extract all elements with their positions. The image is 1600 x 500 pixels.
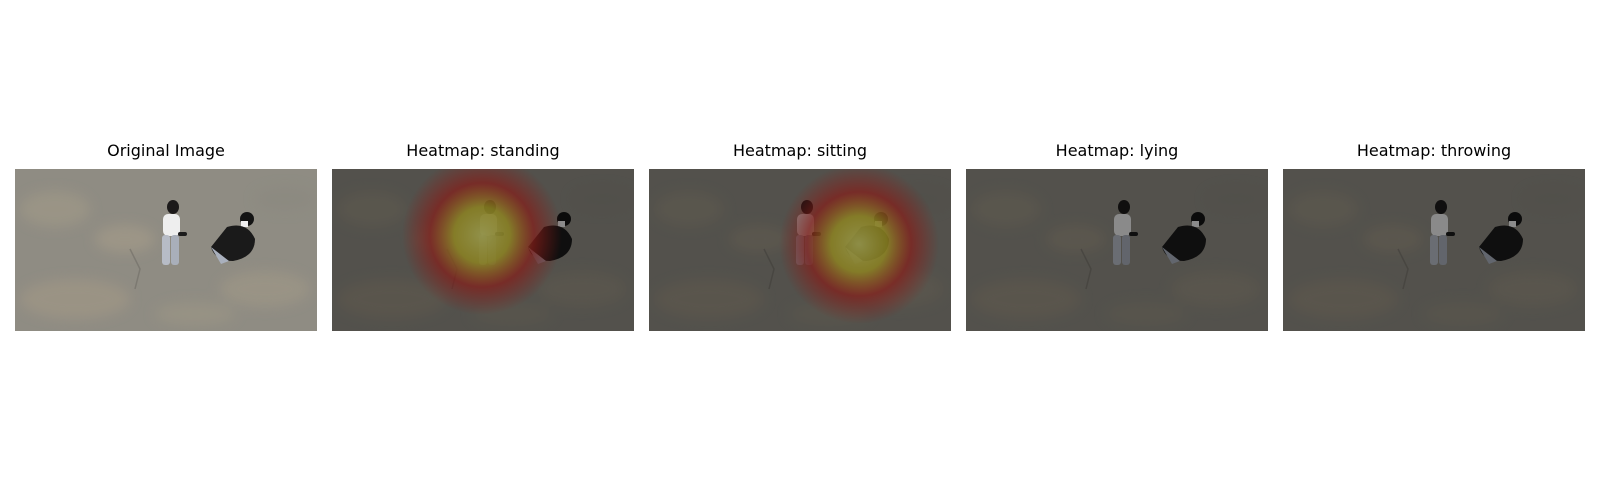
heatmap-lying-image [966,169,1268,331]
panel-title-original: Original Image [107,141,225,160]
person-sitting-figure [1162,212,1206,264]
person-standing-figure [1113,200,1138,265]
original-image [15,169,317,331]
panel-title-lying: Heatmap: lying [1055,141,1179,160]
panel-title-standing: Heatmap: standing [406,141,560,160]
panel-title-sitting: Heatmap: sitting [732,141,868,160]
heatmap-sitting-image [649,169,951,331]
person-standing-figure [162,200,187,265]
panel-title-throwing: Heatmap: throwing [1356,141,1512,160]
person-sitting-figure [211,212,255,264]
heatmap-throwing-image [1283,169,1585,331]
person-sitting-figure [1479,212,1523,264]
person-standing-figure [1430,200,1455,265]
heatmap-standing-image [332,169,634,331]
